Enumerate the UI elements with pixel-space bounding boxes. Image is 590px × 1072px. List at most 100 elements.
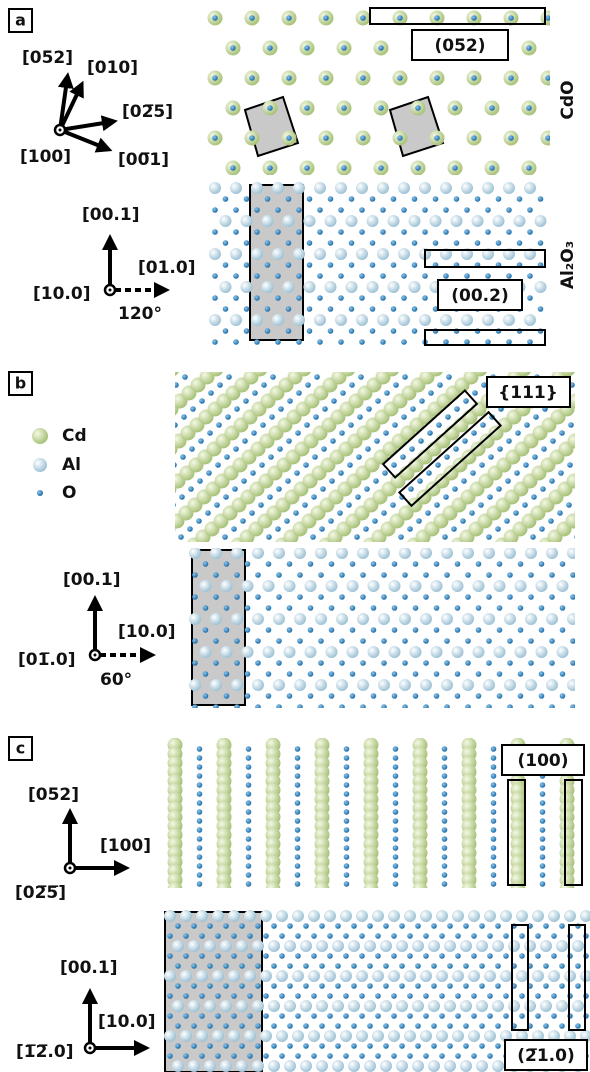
atom bbox=[549, 594, 555, 600]
atom bbox=[407, 933, 413, 939]
atom bbox=[220, 281, 232, 293]
atom bbox=[413, 605, 419, 611]
atom bbox=[174, 354, 189, 369]
atom bbox=[244, 370, 259, 385]
atom bbox=[412, 1060, 424, 1072]
atom bbox=[233, 339, 239, 345]
atom bbox=[328, 328, 334, 334]
atom bbox=[575, 963, 581, 969]
atom bbox=[575, 983, 581, 989]
atom bbox=[212, 207, 218, 213]
atom bbox=[224, 605, 230, 611]
direction-label: [01̅.0] bbox=[18, 650, 75, 670]
atom bbox=[297, 704, 303, 710]
atom bbox=[276, 1030, 288, 1042]
atom bbox=[378, 165, 384, 171]
atom bbox=[471, 15, 477, 21]
atom bbox=[559, 923, 565, 929]
atom bbox=[225, 414, 231, 420]
atom bbox=[55, 538, 70, 553]
atom bbox=[495, 923, 501, 929]
atom bbox=[224, 561, 230, 567]
atom bbox=[367, 923, 373, 929]
atom bbox=[524, 314, 536, 326]
atom bbox=[412, 940, 424, 952]
atom bbox=[262, 215, 274, 227]
atom bbox=[375, 993, 381, 999]
atom bbox=[393, 890, 399, 896]
atom bbox=[491, 809, 497, 815]
atom bbox=[539, 561, 545, 567]
atom bbox=[295, 845, 301, 851]
atom bbox=[437, 382, 443, 388]
atom bbox=[210, 547, 222, 559]
atom bbox=[244, 240, 250, 246]
atom bbox=[381, 572, 387, 578]
atom bbox=[200, 358, 206, 364]
atom bbox=[335, 182, 347, 194]
atom bbox=[267, 105, 273, 111]
atom bbox=[462, 613, 474, 625]
atom bbox=[307, 328, 313, 334]
atom bbox=[321, 446, 327, 452]
atom bbox=[3, 506, 18, 521]
atom bbox=[172, 1060, 184, 1072]
atom bbox=[360, 75, 366, 81]
atom bbox=[267, 165, 273, 171]
atom bbox=[401, 207, 407, 213]
atom bbox=[497, 693, 503, 699]
atom bbox=[442, 791, 448, 797]
atom bbox=[13, 446, 19, 452]
atom bbox=[188, 1000, 200, 1012]
atom bbox=[538, 306, 544, 312]
atom bbox=[388, 281, 400, 293]
atom bbox=[538, 240, 544, 246]
atom bbox=[433, 542, 439, 548]
atom bbox=[543, 963, 549, 969]
atom bbox=[220, 215, 232, 227]
atom bbox=[380, 273, 386, 279]
atom bbox=[108, 518, 114, 524]
atom bbox=[535, 953, 541, 959]
atom bbox=[507, 638, 513, 644]
atom bbox=[231, 953, 237, 959]
atom bbox=[431, 1023, 437, 1029]
atom bbox=[127, 462, 133, 468]
atom bbox=[287, 1043, 293, 1049]
atom bbox=[268, 1000, 280, 1012]
atom bbox=[250, 470, 256, 476]
atom bbox=[556, 940, 568, 952]
atom bbox=[452, 910, 464, 922]
atom bbox=[391, 328, 397, 334]
atom bbox=[287, 693, 293, 699]
atom bbox=[339, 638, 345, 644]
atom bbox=[50, 374, 56, 380]
atom bbox=[192, 572, 198, 578]
atom bbox=[156, 358, 162, 364]
atom bbox=[0, 402, 3, 417]
atom bbox=[206, 470, 212, 476]
atom bbox=[332, 358, 338, 364]
atom bbox=[135, 506, 150, 521]
atom bbox=[39, 474, 54, 489]
atom bbox=[300, 940, 312, 952]
atom bbox=[439, 953, 445, 959]
atom bbox=[64, 530, 79, 545]
atom bbox=[209, 362, 224, 377]
atom bbox=[444, 454, 450, 460]
atom bbox=[251, 182, 263, 194]
atom bbox=[470, 470, 476, 476]
atom bbox=[203, 671, 209, 677]
atom bbox=[126, 514, 141, 529]
atom bbox=[295, 872, 301, 878]
atom bbox=[215, 462, 221, 468]
atom bbox=[99, 526, 105, 532]
atom bbox=[463, 1023, 469, 1029]
atom bbox=[444, 638, 450, 644]
atom bbox=[284, 940, 296, 952]
axes-a bbox=[55, 80, 110, 148]
atom bbox=[351, 1043, 357, 1049]
atom bbox=[455, 953, 461, 959]
atom bbox=[223, 262, 229, 268]
atom bbox=[412, 240, 418, 246]
